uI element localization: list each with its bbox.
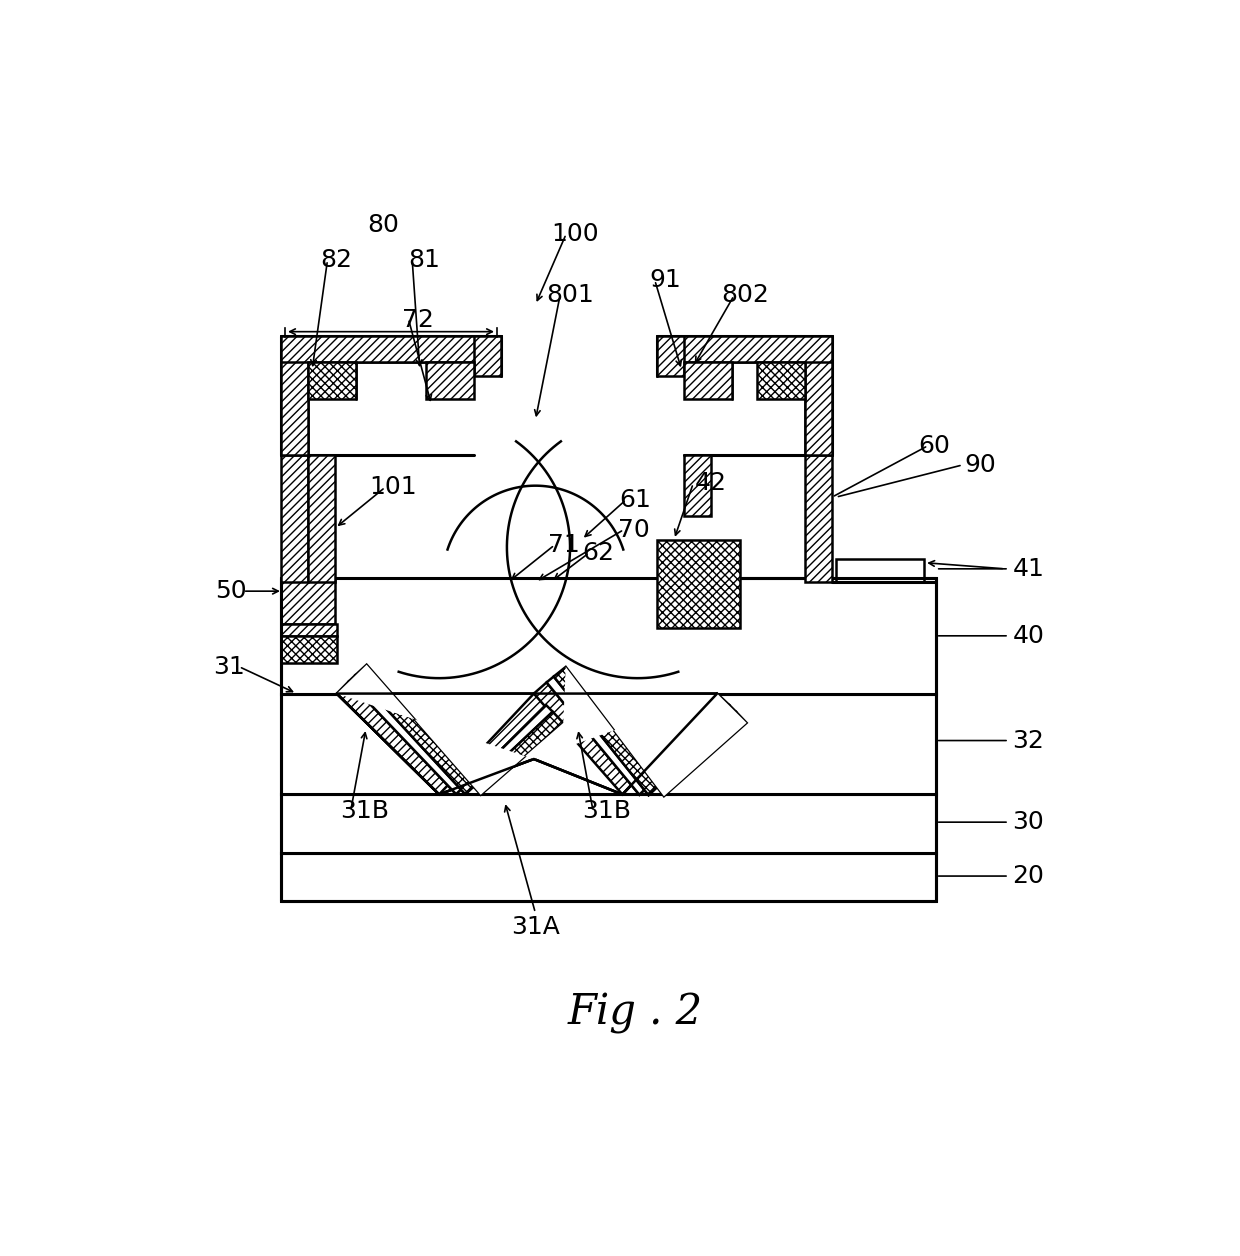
Text: 42: 42 [694,471,727,495]
Polygon shape [474,335,501,376]
Text: 101: 101 [370,475,417,499]
Polygon shape [554,667,746,796]
Polygon shape [281,636,337,663]
Text: 40: 40 [1012,624,1044,648]
Polygon shape [337,693,717,795]
Polygon shape [427,363,474,399]
Text: 72: 72 [403,308,434,332]
Polygon shape [805,335,832,455]
Text: 802: 802 [720,284,769,308]
Polygon shape [348,676,553,794]
Text: 801: 801 [546,284,594,308]
Polygon shape [337,664,746,796]
Polygon shape [534,682,729,795]
Polygon shape [758,363,805,399]
Polygon shape [281,624,337,636]
Text: 62: 62 [583,540,615,565]
Polygon shape [805,455,832,582]
Polygon shape [684,455,711,516]
Text: 20: 20 [1012,864,1044,888]
Text: 41: 41 [1012,556,1044,580]
Text: 100: 100 [552,222,599,246]
Text: 61: 61 [620,487,651,511]
Polygon shape [281,578,335,624]
Polygon shape [657,540,740,628]
Polygon shape [836,559,924,582]
Text: 30: 30 [1012,810,1044,834]
Text: 31A: 31A [511,914,559,939]
Polygon shape [337,682,546,795]
Text: 31B: 31B [582,799,631,824]
Polygon shape [281,853,936,902]
Polygon shape [281,335,501,363]
Text: 90: 90 [965,453,996,477]
Text: 31: 31 [213,654,244,678]
Polygon shape [547,677,737,795]
Text: 80: 80 [367,212,399,236]
Text: Fig . 2: Fig . 2 [568,992,703,1034]
Polygon shape [309,363,356,399]
Text: 60: 60 [919,433,950,457]
Text: 91: 91 [649,268,681,293]
Text: 70: 70 [618,517,650,541]
Polygon shape [356,664,563,795]
Polygon shape [281,578,936,693]
Polygon shape [281,335,309,455]
Text: 50: 50 [216,579,247,603]
Text: 71: 71 [548,533,580,556]
Polygon shape [657,335,832,363]
Text: 81: 81 [408,249,440,273]
Polygon shape [281,693,936,794]
Polygon shape [657,335,684,376]
Polygon shape [281,794,936,853]
Polygon shape [309,455,335,582]
Text: 31B: 31B [340,799,389,824]
Text: 82: 82 [321,249,352,273]
Polygon shape [281,455,309,582]
Text: 32: 32 [1012,728,1044,752]
Polygon shape [684,363,732,399]
